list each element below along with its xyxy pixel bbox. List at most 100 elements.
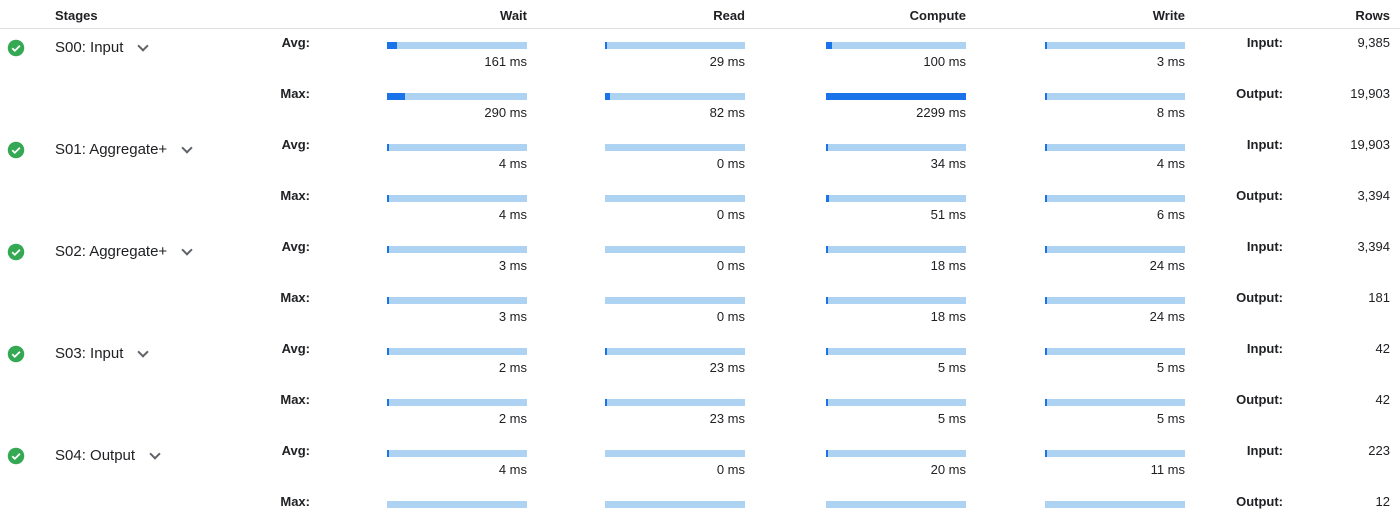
compute-bar bbox=[826, 399, 966, 406]
bar-fill bbox=[826, 93, 966, 100]
write-avg-value: 3 ms bbox=[1156, 54, 1185, 69]
header-wait: Wait bbox=[500, 8, 527, 23]
stage-toggle[interactable]: S03: Input bbox=[40, 345, 150, 362]
input-label: Input: bbox=[1246, 35, 1283, 50]
stage-toggle[interactable]: S00: Input bbox=[40, 39, 150, 56]
stage-toggle[interactable]: S02: Aggregate+ bbox=[40, 243, 193, 260]
write-bar bbox=[1045, 144, 1185, 151]
write-max-value: 24 ms bbox=[1149, 309, 1185, 324]
compute-max-cell: 5 ms bbox=[745, 386, 966, 437]
chevron-down-icon[interactable] bbox=[137, 345, 150, 358]
read-max-value: 23 ms bbox=[709, 411, 745, 426]
chevron-down-icon[interactable] bbox=[149, 447, 161, 460]
write-bar bbox=[1045, 501, 1185, 508]
stage-row: S02: Aggregate+ Avg: 3 ms 0 ms 18 ms 24 … bbox=[0, 233, 1400, 335]
wait-max-value: 290 ms bbox=[484, 105, 527, 120]
wait-bar bbox=[387, 144, 527, 151]
bar-fill bbox=[387, 297, 390, 304]
wait-max-value: 4 ms bbox=[498, 207, 527, 222]
chevron-down-icon[interactable] bbox=[137, 39, 150, 52]
read-avg-value: 0 ms bbox=[716, 258, 745, 273]
wait-bar bbox=[387, 195, 527, 202]
bar-fill bbox=[1045, 450, 1048, 457]
wait-avg-value: 4 ms bbox=[498, 156, 527, 171]
bar-fill bbox=[826, 450, 829, 457]
compute-max-value: 18 ms bbox=[930, 309, 966, 324]
write-bar bbox=[1045, 348, 1185, 355]
status-cell-empty bbox=[0, 386, 40, 437]
compute-avg-value: 5 ms bbox=[937, 360, 966, 375]
status-cell bbox=[0, 131, 40, 182]
wait-avg-cell: 2 ms bbox=[310, 335, 527, 386]
write-avg-value: 11 ms bbox=[1150, 462, 1185, 477]
status-cell-empty bbox=[0, 488, 40, 516]
write-avg-value: 4 ms bbox=[1156, 156, 1185, 171]
write-avg-cell: 5 ms bbox=[966, 335, 1185, 386]
stage-cell: S04: Output bbox=[40, 437, 260, 488]
stage-name: S03: Input bbox=[55, 345, 124, 362]
header-spacer bbox=[0, 0, 40, 28]
header-rows: Rows bbox=[1355, 8, 1390, 23]
read-avg-value: 0 ms bbox=[716, 156, 745, 171]
write-bar bbox=[1045, 93, 1185, 100]
max-row: Max: 4 ms 0 ms 51 ms 6 ms Output: 3,394 bbox=[0, 182, 1400, 233]
compute-max-value: 5 ms bbox=[937, 411, 966, 426]
max-label: Max: bbox=[280, 86, 310, 101]
read-bar bbox=[605, 297, 745, 304]
compute-max-cell: 2299 ms bbox=[745, 80, 966, 131]
bar-fill bbox=[387, 195, 390, 202]
read-max-cell: 82 ms bbox=[527, 80, 745, 131]
bar-fill bbox=[1045, 195, 1048, 202]
read-bar bbox=[605, 246, 745, 253]
read-max-value: 0 ms bbox=[716, 309, 745, 324]
output-rows-value: 12 bbox=[1375, 494, 1390, 509]
bar-fill bbox=[826, 399, 829, 406]
compute-avg-cell: 100 ms bbox=[745, 29, 966, 80]
input-rows-value: 223 bbox=[1368, 443, 1390, 458]
compute-bar bbox=[826, 501, 966, 508]
compute-avg-cell: 5 ms bbox=[745, 335, 966, 386]
wait-bar bbox=[387, 399, 527, 406]
max-label: Max: bbox=[280, 290, 310, 305]
stage-toggle[interactable]: S01: Aggregate+ bbox=[40, 141, 193, 158]
input-label: Input: bbox=[1246, 443, 1283, 458]
compute-avg-cell: 20 ms bbox=[745, 437, 966, 488]
stage-toggle[interactable]: S04: Output bbox=[40, 447, 161, 464]
stage-cell: S00: Input bbox=[40, 29, 260, 80]
read-bar bbox=[605, 450, 745, 457]
bar-fill bbox=[605, 42, 608, 49]
check-circle-icon bbox=[7, 345, 25, 363]
status-cell-empty bbox=[0, 80, 40, 131]
output-rows-value: 181 bbox=[1368, 290, 1390, 305]
write-avg-cell: 3 ms bbox=[966, 29, 1185, 80]
compute-bar bbox=[826, 450, 966, 457]
wait-max-value: 2 ms bbox=[498, 411, 527, 426]
read-bar bbox=[605, 348, 745, 355]
write-bar bbox=[1045, 246, 1185, 253]
stage-row: S04: Output Avg: 4 ms 0 ms 20 ms 11 ms bbox=[0, 437, 1400, 516]
read-max-value: 0 ms bbox=[716, 207, 745, 222]
avg-row: S02: Aggregate+ Avg: 3 ms 0 ms 18 ms 24 … bbox=[0, 233, 1400, 284]
wait-bar bbox=[387, 501, 527, 508]
output-label: Output: bbox=[1236, 290, 1283, 305]
stage-cell: S01: Aggregate+ bbox=[40, 131, 260, 182]
avg-row: S00: Input Avg: 161 ms 29 ms 100 ms 3 ms bbox=[0, 29, 1400, 80]
read-bar bbox=[605, 93, 745, 100]
wait-bar bbox=[387, 42, 527, 49]
status-cell bbox=[0, 335, 40, 386]
stage-row: S00: Input Avg: 161 ms 29 ms 100 ms 3 ms bbox=[0, 29, 1400, 131]
max-label: Max: bbox=[280, 392, 310, 407]
output-label: Output: bbox=[1236, 494, 1283, 509]
chevron-down-icon[interactable] bbox=[181, 243, 193, 256]
output-label: Output: bbox=[1236, 188, 1283, 203]
wait-bar bbox=[387, 246, 527, 253]
bar-fill bbox=[605, 93, 610, 100]
chevron-down-icon[interactable] bbox=[181, 141, 193, 154]
bar-fill bbox=[387, 144, 390, 151]
write-bar bbox=[1045, 297, 1185, 304]
wait-avg-value: 4 ms bbox=[498, 462, 527, 477]
compute-avg-cell: 34 ms bbox=[745, 131, 966, 182]
header-compute: Compute bbox=[909, 8, 966, 23]
status-cell bbox=[0, 437, 40, 488]
wait-bar bbox=[387, 297, 527, 304]
